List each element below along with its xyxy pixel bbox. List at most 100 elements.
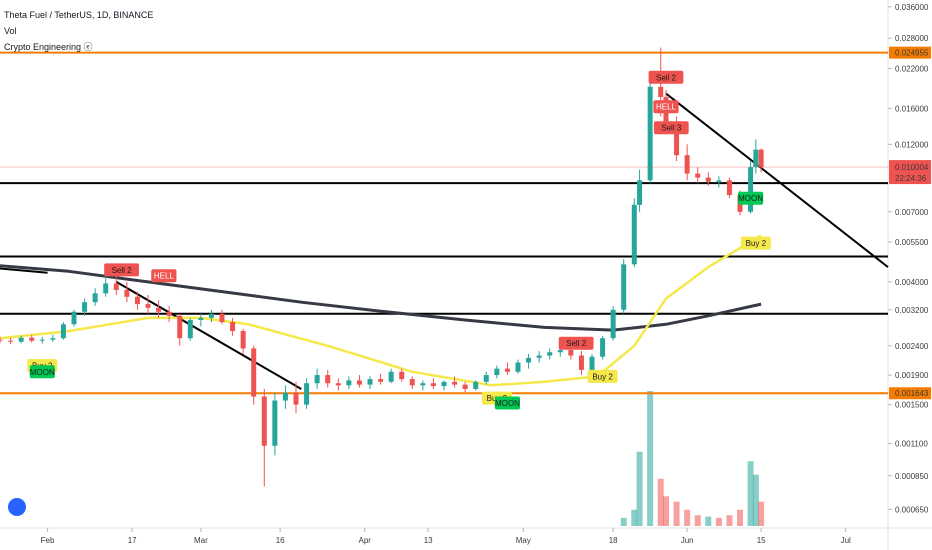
candle-body — [515, 362, 521, 372]
signal-tag-moon — [494, 396, 521, 410]
y-tick-label: 0.000850 — [895, 472, 929, 481]
volume-bar — [657, 478, 664, 526]
volume-bar — [636, 451, 643, 526]
candle-body — [399, 371, 405, 380]
candle-body — [325, 375, 331, 384]
candle-body — [726, 180, 732, 196]
candle-body — [272, 400, 278, 446]
candle-body — [230, 322, 236, 332]
signal-tag-buy — [740, 236, 771, 250]
candle-body — [610, 309, 616, 339]
candle-body — [134, 296, 140, 305]
volume-bar — [694, 515, 701, 526]
candle-body — [103, 283, 109, 294]
candle-body — [388, 371, 394, 382]
signal-tag-label: Sell 3 — [661, 124, 682, 133]
symbol-title: Theta Fuel / TetherUS, 1D, BINANCE — [4, 10, 154, 20]
volume-bar — [620, 517, 627, 526]
y-tick-label: 0.022000 — [895, 64, 929, 73]
signal-tag-label: Sell 2 — [656, 73, 677, 82]
x-tick-label: Feb — [41, 536, 55, 545]
candle-body — [758, 149, 764, 168]
candle-body — [113, 283, 119, 290]
level-price-box — [889, 387, 931, 400]
signal-tag-label: Sell 2 — [566, 339, 587, 348]
x-tick-label: 17 — [128, 536, 137, 545]
volume-bar — [726, 515, 733, 526]
tradingview-logo-icon[interactable] — [8, 498, 26, 516]
current-price-label: 0.010004 — [895, 163, 929, 172]
x-tick-label: May — [516, 536, 531, 545]
candle-body — [748, 167, 754, 212]
y-tick-label: 0.005500 — [895, 238, 929, 247]
signal-tag-moon — [29, 365, 55, 379]
level-price-box — [889, 46, 931, 59]
candle-body — [430, 383, 436, 387]
y-tick-label: 0.028000 — [895, 34, 929, 43]
candle-body — [251, 348, 257, 397]
signal-tag-label: Buy 2 — [746, 239, 767, 248]
signal-tag-hell — [151, 269, 177, 283]
volume-bar — [758, 501, 765, 526]
candle-body — [177, 315, 183, 339]
candle-body — [356, 380, 362, 385]
candle-body — [568, 350, 574, 356]
x-tick-label: 18 — [609, 536, 618, 545]
candle-body — [631, 204, 637, 265]
candle-body — [462, 384, 468, 389]
x-tick-label: 15 — [757, 536, 766, 545]
candle-body — [504, 368, 510, 372]
current-price-box — [889, 160, 931, 185]
candle-body — [658, 86, 664, 98]
candle-body — [39, 339, 45, 341]
candle-body — [335, 383, 341, 386]
candle-body — [589, 356, 595, 370]
candle-body — [557, 350, 563, 353]
y-tick-label: 0.004000 — [895, 278, 929, 287]
trend-line — [665, 92, 889, 268]
x-tick-label: Jun — [681, 536, 694, 545]
candle-body — [494, 368, 500, 376]
signal-tag-hell — [653, 100, 679, 114]
signal-tag-label: HELL — [154, 272, 175, 281]
candle-body — [647, 86, 653, 181]
candle-body — [705, 177, 711, 182]
candle-body — [674, 125, 680, 156]
y-tick-label: 0.000650 — [895, 505, 929, 514]
candle-body — [409, 379, 415, 386]
x-tick-label: 13 — [424, 536, 433, 545]
candle-body — [166, 311, 172, 316]
candle-body — [198, 317, 204, 320]
y-tick-label: 0.016000 — [895, 104, 929, 113]
volume-bar — [752, 474, 759, 526]
x-tick-label: Mar — [194, 536, 208, 545]
candle-body — [304, 383, 310, 405]
volume-bar — [663, 496, 669, 526]
signal-tag-label: MOON — [30, 368, 55, 377]
y-tick-label: 0.001500 — [895, 401, 929, 410]
candle-body — [240, 331, 246, 349]
y-tick-label: 0.002400 — [895, 342, 929, 351]
indicator-label: Crypto Engineering ⓔ — [4, 42, 93, 52]
signal-tag-label: MOON — [738, 194, 763, 203]
candle-body — [208, 313, 214, 318]
trend-line — [0, 267, 48, 274]
volume-bar — [631, 509, 638, 526]
signal-tag-sell — [558, 336, 594, 350]
candle-body — [367, 379, 373, 385]
volume-bar — [647, 391, 654, 526]
ma-fast-line — [0, 234, 762, 387]
level-price-label: 0.001643 — [895, 389, 929, 398]
candle-body — [637, 180, 643, 205]
volume-label: Vol — [4, 26, 17, 36]
candle-body — [526, 357, 532, 363]
candle-body — [29, 337, 35, 341]
candle-body — [261, 396, 267, 446]
volume-bar — [705, 516, 712, 526]
candle-body — [145, 304, 151, 308]
candle-body — [378, 379, 384, 382]
signal-tag-buy — [587, 369, 618, 383]
y-tick-label: 0.001100 — [895, 439, 928, 448]
volume-bar — [747, 461, 754, 526]
